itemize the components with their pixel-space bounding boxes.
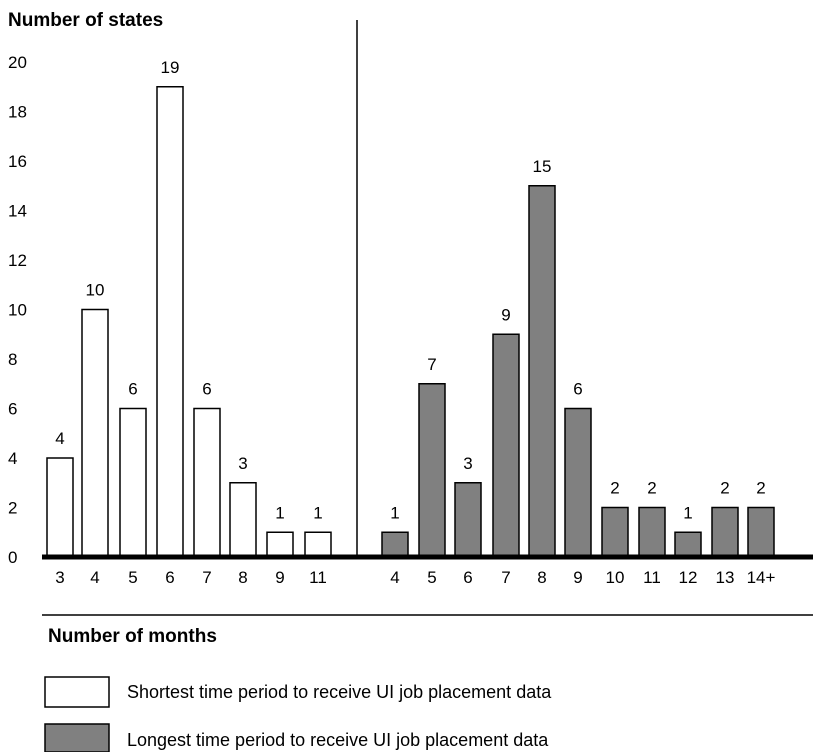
- bar-value-label: 1: [313, 503, 322, 522]
- bar-value-label: 1: [390, 503, 399, 522]
- x-tick-label: 13: [716, 568, 735, 587]
- y-axis-title: Number of states: [8, 10, 163, 31]
- bar: [638, 506, 666, 558]
- y-tick-label: 20: [8, 53, 27, 72]
- bar: [454, 482, 482, 558]
- bar: [304, 531, 332, 558]
- bar: [528, 185, 556, 558]
- bar: [193, 407, 221, 558]
- bar: [81, 308, 109, 558]
- bar-value-label: 7: [427, 355, 436, 374]
- x-tick-label: 3: [55, 568, 64, 587]
- bar: [46, 457, 74, 558]
- bar: [229, 482, 257, 558]
- bar: [747, 506, 775, 558]
- y-tick-label: 14: [8, 202, 27, 221]
- x-tick-label: 6: [463, 568, 472, 587]
- x-tick-label: 14+: [747, 568, 776, 587]
- bar-value-label: 15: [533, 157, 552, 176]
- bar-value-label: 6: [573, 380, 582, 399]
- y-tick-label: 16: [8, 152, 27, 171]
- x-tick-label: 6: [165, 568, 174, 587]
- x-tick-label: 9: [573, 568, 582, 587]
- y-tick-label: 0: [8, 548, 17, 567]
- bar-value-label: 2: [756, 479, 765, 498]
- x-tick-label: 9: [275, 568, 284, 587]
- x-tick-label: 8: [238, 568, 247, 587]
- bar-value-label: 10: [86, 281, 105, 300]
- x-tick-label: 11: [309, 568, 327, 587]
- y-tick-label: 10: [8, 301, 27, 320]
- legend-label-longest: Longest time period to receive UI job pl…: [127, 730, 549, 750]
- bar: [601, 506, 629, 558]
- bar-value-label: 3: [463, 454, 472, 473]
- x-axis-title: Number of months: [48, 626, 217, 647]
- x-tick-label: 12: [679, 568, 698, 587]
- y-tick-label: 6: [8, 400, 17, 419]
- bar-value-label: 9: [501, 305, 510, 324]
- bar-value-label: 1: [683, 503, 692, 522]
- bar-value-label: 2: [610, 479, 619, 498]
- x-tick-label: 7: [202, 568, 211, 587]
- bar-value-label: 19: [161, 58, 180, 77]
- bar: [711, 506, 739, 558]
- bar-value-label: 4: [55, 429, 64, 448]
- bar: [119, 407, 147, 558]
- y-tick-label: 2: [8, 499, 17, 518]
- bar: [492, 333, 520, 558]
- bar: [156, 86, 184, 558]
- bar: [266, 531, 294, 558]
- y-tick-label: 4: [8, 449, 17, 468]
- bar-value-label: 2: [647, 479, 656, 498]
- x-tick-label: 7: [501, 568, 510, 587]
- bar: [674, 531, 702, 558]
- x-tick-label: 10: [606, 568, 625, 587]
- bar: [564, 407, 592, 558]
- bar-value-label: 6: [202, 380, 211, 399]
- y-tick-label: 18: [8, 103, 27, 122]
- bar: [381, 531, 409, 558]
- bar-value-label: 6: [128, 380, 137, 399]
- bar-value-label: 1: [275, 503, 284, 522]
- legend-label-shortest: Shortest time period to receive UI job p…: [127, 682, 552, 702]
- x-tick-label: 5: [128, 568, 137, 587]
- bar: [418, 383, 446, 558]
- y-tick-label: 8: [8, 350, 17, 369]
- x-tick-label: 4: [390, 568, 399, 587]
- x-tick-label: 8: [537, 568, 546, 587]
- bar-value-label: 2: [720, 479, 729, 498]
- legend-swatch-longest: [44, 723, 110, 752]
- x-tick-label: 5: [427, 568, 436, 587]
- x-axis-ticks: 3 4 5 6 7 8 9 11 4 5 6 7 8 9 10 11 12 13 14+: [55, 568, 775, 587]
- x-tick-label: 11: [643, 568, 661, 587]
- bar-value-label: 3: [238, 454, 247, 473]
- y-axis-ticks: 0 2 4 6 8 10 12 14 16 18 20: [8, 53, 27, 567]
- y-tick-label: 12: [8, 251, 27, 270]
- x-tick-label: 4: [90, 568, 99, 587]
- legend-swatch-shortest: [44, 676, 110, 708]
